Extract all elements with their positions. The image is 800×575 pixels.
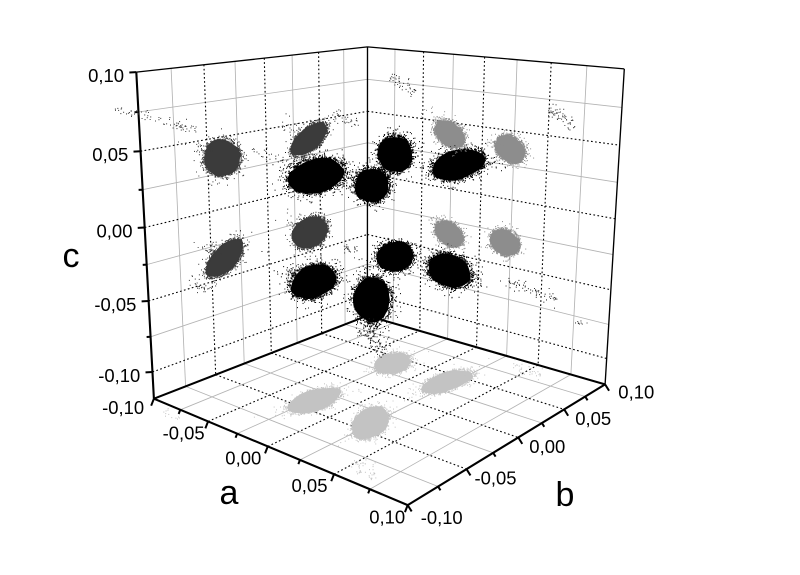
svg-text:0,00: 0,00 — [225, 447, 261, 468]
svg-text:0,10: 0,10 — [88, 65, 124, 86]
svg-text:0,10: 0,10 — [618, 381, 654, 402]
svg-text:0,05: 0,05 — [92, 144, 128, 165]
svg-text:-0,10: -0,10 — [98, 365, 140, 386]
svg-text:-0,05: -0,05 — [475, 468, 517, 489]
svg-text:c: c — [63, 237, 80, 275]
svg-text:0,05: 0,05 — [575, 408, 611, 429]
svg-text:-0,10: -0,10 — [102, 397, 144, 418]
svg-text:-0,10: -0,10 — [421, 507, 463, 528]
svg-text:0,10: 0,10 — [369, 506, 405, 527]
svg-text:a: a — [220, 474, 239, 512]
svg-text:-0,05: -0,05 — [163, 422, 205, 443]
svg-text:0,00: 0,00 — [97, 221, 133, 242]
svg-text:b: b — [556, 476, 575, 514]
svg-text:-0,05: -0,05 — [94, 294, 136, 315]
svg-text:0,05: 0,05 — [292, 475, 328, 496]
svg-text:0,00: 0,00 — [529, 436, 565, 457]
